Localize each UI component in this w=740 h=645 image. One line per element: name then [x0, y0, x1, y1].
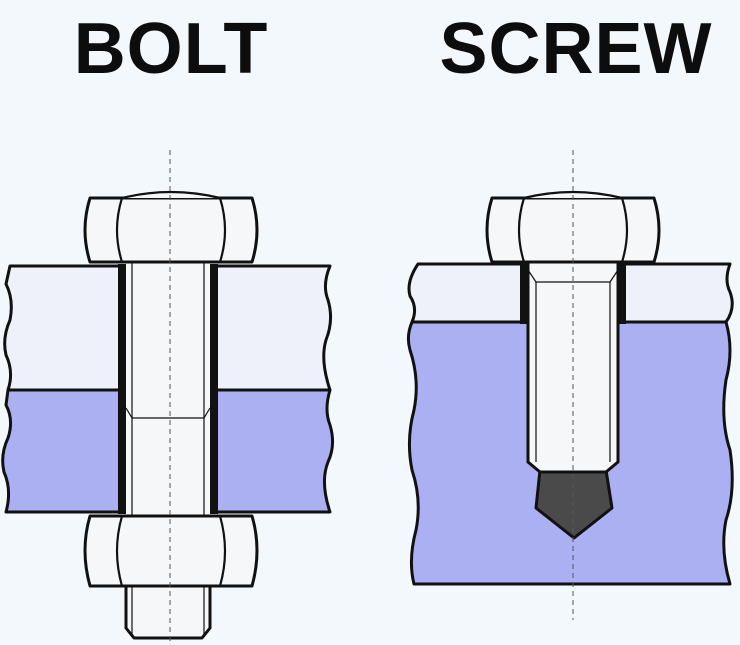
- bolt-upper-plate: [3, 264, 122, 392]
- screw-base-material: [406, 320, 734, 586]
- bolt-hole-left-wall: [118, 264, 126, 514]
- bolt-title: BOLT: [73, 9, 269, 89]
- screw-hole-right-wall: [618, 262, 626, 324]
- bolt-assembly: [1, 150, 335, 645]
- screw-upper-plate-right: [620, 262, 734, 324]
- bolt-upper-plate-right: [214, 264, 333, 392]
- bolt-head: [83, 196, 259, 264]
- bolt-lower-plate-right: [214, 388, 335, 514]
- bolt-lower-plate: [1, 388, 122, 514]
- screw-title: SCREW: [439, 9, 713, 89]
- bolt-shank: [126, 262, 210, 520]
- bolt-nut: [83, 514, 259, 588]
- screw-upper-plate: [407, 262, 530, 324]
- screw-assembly: [406, 150, 734, 620]
- bolt-end: [124, 584, 212, 640]
- screw-hole-left-wall: [520, 262, 528, 324]
- bolt-hole-right-wall: [210, 264, 218, 514]
- screw-head: [485, 196, 661, 264]
